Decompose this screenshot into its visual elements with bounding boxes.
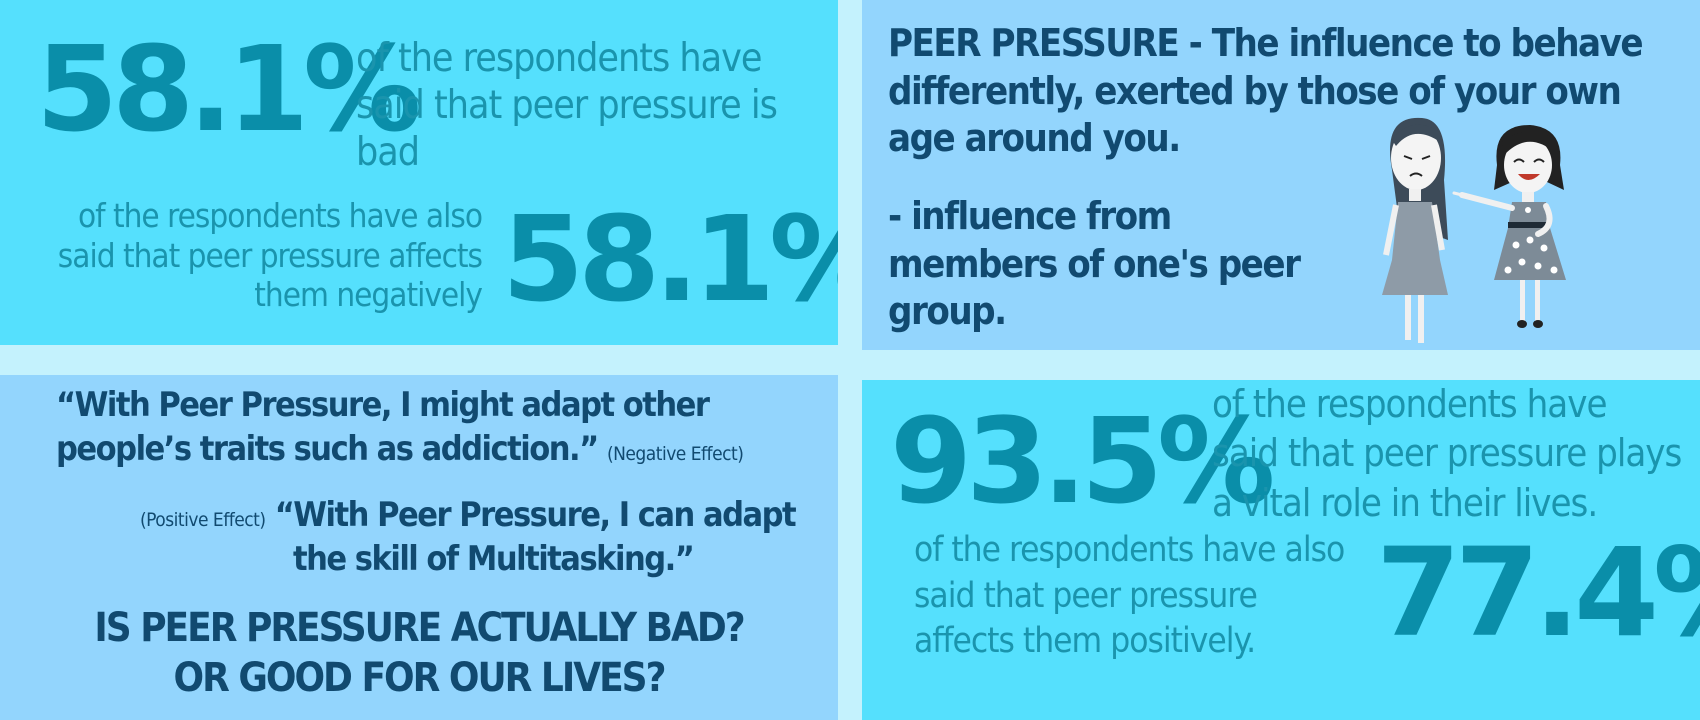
quote-negative-text: “With Peer Pressure, I might adapt other… xyxy=(56,385,710,470)
quote-positive-line-1: “With Peer Pressure, I can adapt xyxy=(274,495,797,535)
stat-panel-negative: 58.1% of the respondents have said that … xyxy=(0,0,838,345)
laughing-girl-icon xyxy=(1452,125,1566,328)
quote-positive: (Positive Effect) “With Peer Pressure, I… xyxy=(140,493,830,581)
stat-text-negative: of the respondents have also said that p… xyxy=(57,196,483,315)
definition-term: PEER PRESSURE xyxy=(888,21,1180,65)
stat-percent-positive: 77.4% xyxy=(1376,522,1700,664)
two-girls-illustration-icon xyxy=(1382,117,1566,343)
quotes-panel: “With Peer Pressure, I might adapt other… xyxy=(0,375,838,720)
stat-text-positive: of the respondents have also said that p… xyxy=(914,530,1345,661)
closing-question: IS PEER PRESSURE ACTUALLY BAD? OR GOOD FO… xyxy=(0,603,838,703)
quote-negative-tag: (Negative Effect) xyxy=(606,443,744,466)
stat-panel-positive: 93.5% of the respondents have said that … xyxy=(862,380,1700,720)
quote-positive-line-2: the skill of Multitasking.” xyxy=(293,539,695,580)
stat-percent-negative: 58.1% xyxy=(502,190,838,328)
definition-body: - The influence to behave differently, e… xyxy=(888,21,1644,160)
sad-girl-icon xyxy=(1382,117,1448,343)
quote-positive-tag: (Positive Effect) xyxy=(140,509,266,531)
stat-percent-bad: 58.1% xyxy=(36,20,421,158)
definition-subtext: - influence from members of one's peer g… xyxy=(888,194,1301,333)
stat-text-vital: of the respondents have said that peer p… xyxy=(1212,382,1682,525)
closing-question-line-2: OR GOOD FOR OUR LIVES? xyxy=(173,655,667,701)
definition-panel: PEER PRESSURE - The influence to behave … xyxy=(862,0,1700,350)
stat-percent-vital: 93.5% xyxy=(890,392,1275,530)
stat-text-bad: of the respondents have said that peer p… xyxy=(356,36,778,175)
definition-text: PEER PRESSURE - The influence to behave … xyxy=(888,20,1668,163)
closing-question-line-1: IS PEER PRESSURE ACTUALLY BAD? xyxy=(94,605,745,651)
quote-negative: “With Peer Pressure, I might adapt other… xyxy=(56,383,816,471)
